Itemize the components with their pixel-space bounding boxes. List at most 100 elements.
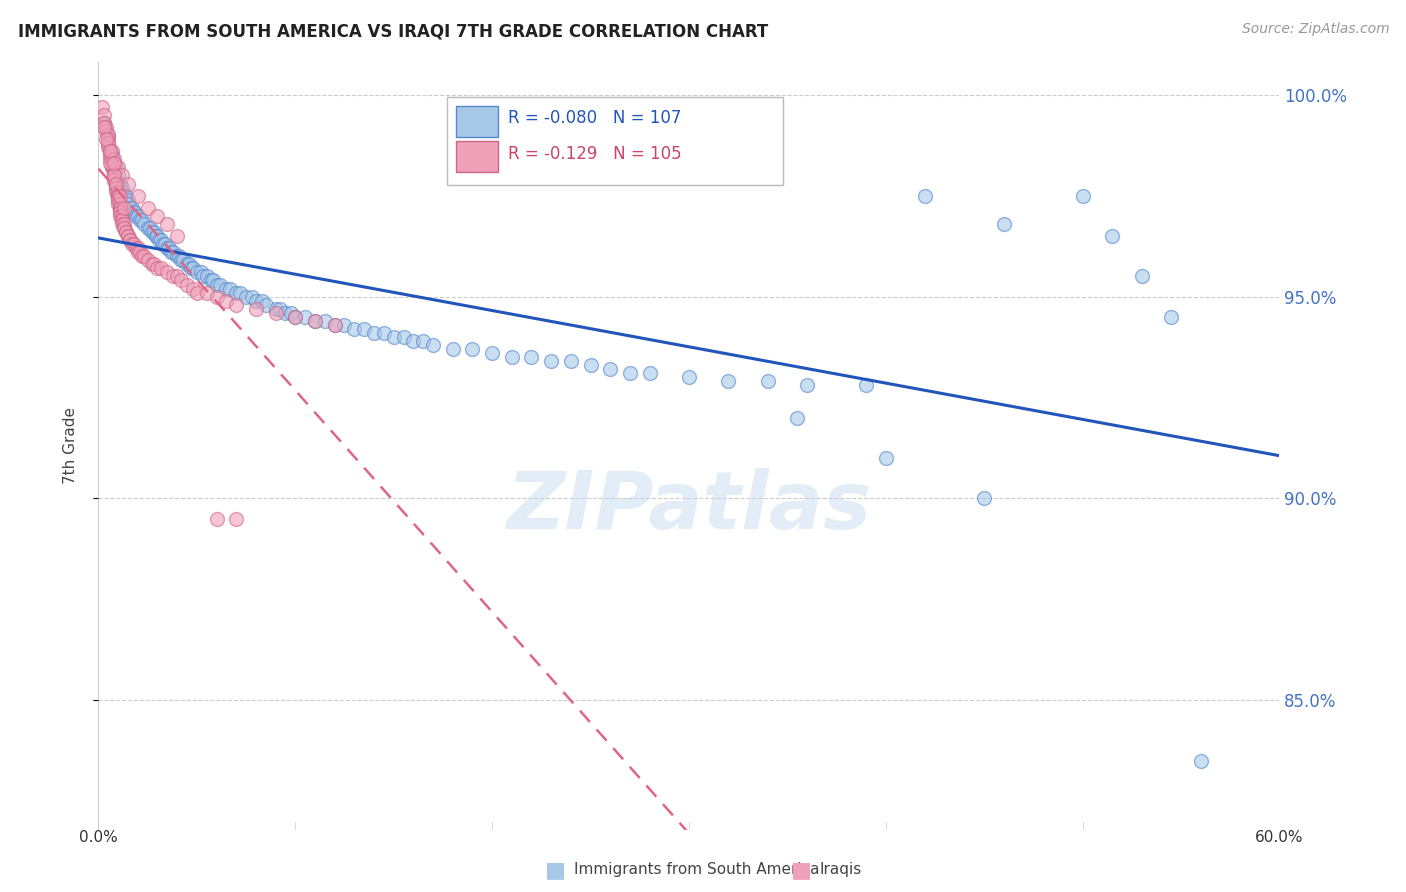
Point xyxy=(441,342,464,356)
Point xyxy=(304,314,326,328)
Point xyxy=(103,156,125,170)
Point xyxy=(131,213,153,227)
Point xyxy=(117,196,139,211)
Point xyxy=(117,177,139,191)
Point xyxy=(717,375,740,389)
Point xyxy=(294,310,316,324)
Point xyxy=(97,136,120,151)
Point xyxy=(127,188,149,202)
Point xyxy=(993,217,1015,231)
Point xyxy=(121,237,143,252)
Point xyxy=(101,161,124,175)
Point xyxy=(150,261,173,276)
FancyBboxPatch shape xyxy=(457,142,498,172)
Point xyxy=(121,201,143,215)
Point xyxy=(195,285,218,300)
Point xyxy=(122,204,145,219)
Point xyxy=(160,245,183,260)
Point xyxy=(115,225,138,239)
Point xyxy=(127,209,149,223)
Point xyxy=(107,188,129,202)
Point xyxy=(353,322,375,336)
Point xyxy=(180,261,202,276)
Point xyxy=(186,265,208,279)
Point xyxy=(146,209,169,223)
Point xyxy=(132,217,155,231)
Point xyxy=(136,201,159,215)
Point xyxy=(1130,269,1153,284)
Point xyxy=(264,306,287,320)
Point xyxy=(142,257,165,271)
Text: Iraqis: Iraqis xyxy=(820,863,862,877)
Point xyxy=(93,120,115,134)
Point xyxy=(619,367,641,381)
Point xyxy=(225,285,247,300)
Point xyxy=(131,249,153,263)
Point xyxy=(875,451,897,466)
Point xyxy=(145,229,167,244)
Point xyxy=(245,293,267,308)
Text: 60.0%: 60.0% xyxy=(1256,830,1303,845)
Point xyxy=(112,188,135,202)
Point xyxy=(98,153,121,167)
Point xyxy=(142,225,165,239)
Point xyxy=(97,140,120,154)
Point xyxy=(141,257,163,271)
Point xyxy=(181,261,204,276)
Point xyxy=(108,177,131,191)
Point xyxy=(392,330,415,344)
Point xyxy=(166,229,188,244)
Point xyxy=(111,209,134,223)
Point xyxy=(191,269,214,284)
Point xyxy=(98,145,121,159)
Point xyxy=(796,378,818,392)
Text: R = -0.129   N = 105: R = -0.129 N = 105 xyxy=(508,145,682,162)
Point xyxy=(111,180,134,194)
Point xyxy=(363,326,385,340)
Point xyxy=(118,233,141,247)
Point xyxy=(101,148,124,162)
Point xyxy=(107,193,129,207)
Point xyxy=(245,301,267,316)
Point xyxy=(323,318,346,332)
Point xyxy=(148,233,170,247)
Point xyxy=(128,245,150,260)
Point xyxy=(225,511,247,525)
Point xyxy=(105,177,128,191)
Text: ■: ■ xyxy=(792,860,811,880)
Point xyxy=(107,161,129,175)
Point xyxy=(146,261,169,276)
FancyBboxPatch shape xyxy=(457,106,498,136)
Point xyxy=(108,196,131,211)
Point xyxy=(254,298,277,312)
Point xyxy=(162,245,184,260)
Point xyxy=(560,354,582,368)
Point xyxy=(136,253,159,268)
Point xyxy=(115,225,138,239)
Point xyxy=(209,277,232,292)
Point xyxy=(215,293,238,308)
Point xyxy=(101,156,124,170)
Point xyxy=(103,153,125,167)
Point xyxy=(93,116,115,130)
Point xyxy=(107,193,129,207)
Point xyxy=(157,241,180,255)
Point xyxy=(150,233,173,247)
Point xyxy=(96,132,118,146)
Point xyxy=(579,358,602,372)
Point xyxy=(101,161,124,175)
Point xyxy=(599,362,621,376)
Text: ■: ■ xyxy=(546,860,565,880)
Point xyxy=(373,326,395,340)
Text: 0.0%: 0.0% xyxy=(79,830,118,845)
Point xyxy=(240,290,263,304)
Point xyxy=(127,245,149,260)
Point xyxy=(304,314,326,328)
Point xyxy=(111,217,134,231)
Point xyxy=(205,290,228,304)
Point xyxy=(103,169,125,183)
Point xyxy=(105,180,128,194)
Point xyxy=(333,318,356,332)
Point xyxy=(205,511,228,525)
Point xyxy=(170,253,193,268)
